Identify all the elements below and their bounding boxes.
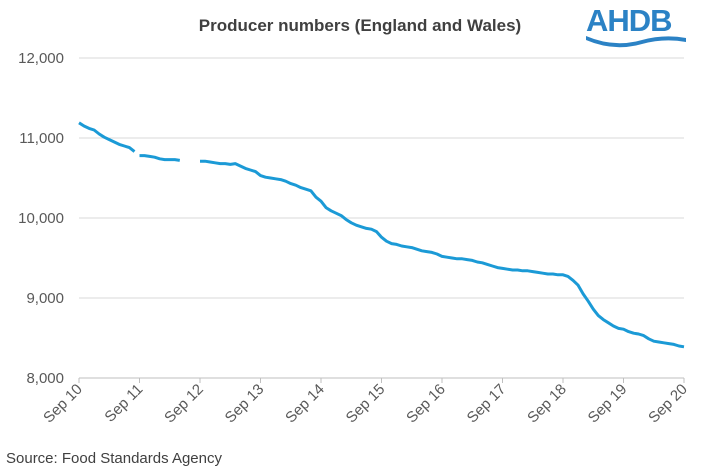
logo-wave-icon <box>586 36 686 48</box>
logo-text: AHDB <box>586 3 672 38</box>
x-tick-label: Sep 19 <box>585 381 631 427</box>
x-tick-label: Sep 17 <box>464 381 510 427</box>
x-tick-label: Sep 18 <box>524 381 570 427</box>
y-axis-ticks: 8,000 9,000 10,000 11,000 12,000 <box>18 50 64 387</box>
source-note: Source: Food Standards Agency <box>6 450 222 467</box>
y-tick-label: 10,000 <box>18 210 64 227</box>
x-tick-label: Sep 20 <box>645 381 691 427</box>
x-tick-label: Sep 12 <box>161 381 207 427</box>
x-tick-label: Sep 15 <box>343 381 389 427</box>
x-tick-label: Sep 11 <box>101 381 146 426</box>
series-lines <box>78 121 685 349</box>
x-tick-label: Sep 16 <box>403 381 449 427</box>
y-tick-label: 11,000 <box>19 130 64 147</box>
x-tick-label: Sep 10 <box>40 381 86 427</box>
ahdb-logo: AHDB <box>586 3 686 48</box>
y-tick-label: 9,000 <box>26 290 64 307</box>
x-tick-label: Sep 14 <box>282 381 328 427</box>
y-tick-label: 8,000 <box>26 370 64 387</box>
series-line <box>78 121 136 153</box>
series-line <box>139 154 181 162</box>
chart-title: Producer numbers (England and Wales) <box>199 16 521 35</box>
gridlines <box>79 57 684 299</box>
series-line <box>200 159 685 349</box>
x-tick-label: Sep 13 <box>222 381 268 427</box>
x-axis: Sep 10 Sep 11 Sep 12 Sep 13 Sep 14 Sep 15 Sep … <box>40 377 691 427</box>
y-tick-label: 12,000 <box>18 50 64 67</box>
